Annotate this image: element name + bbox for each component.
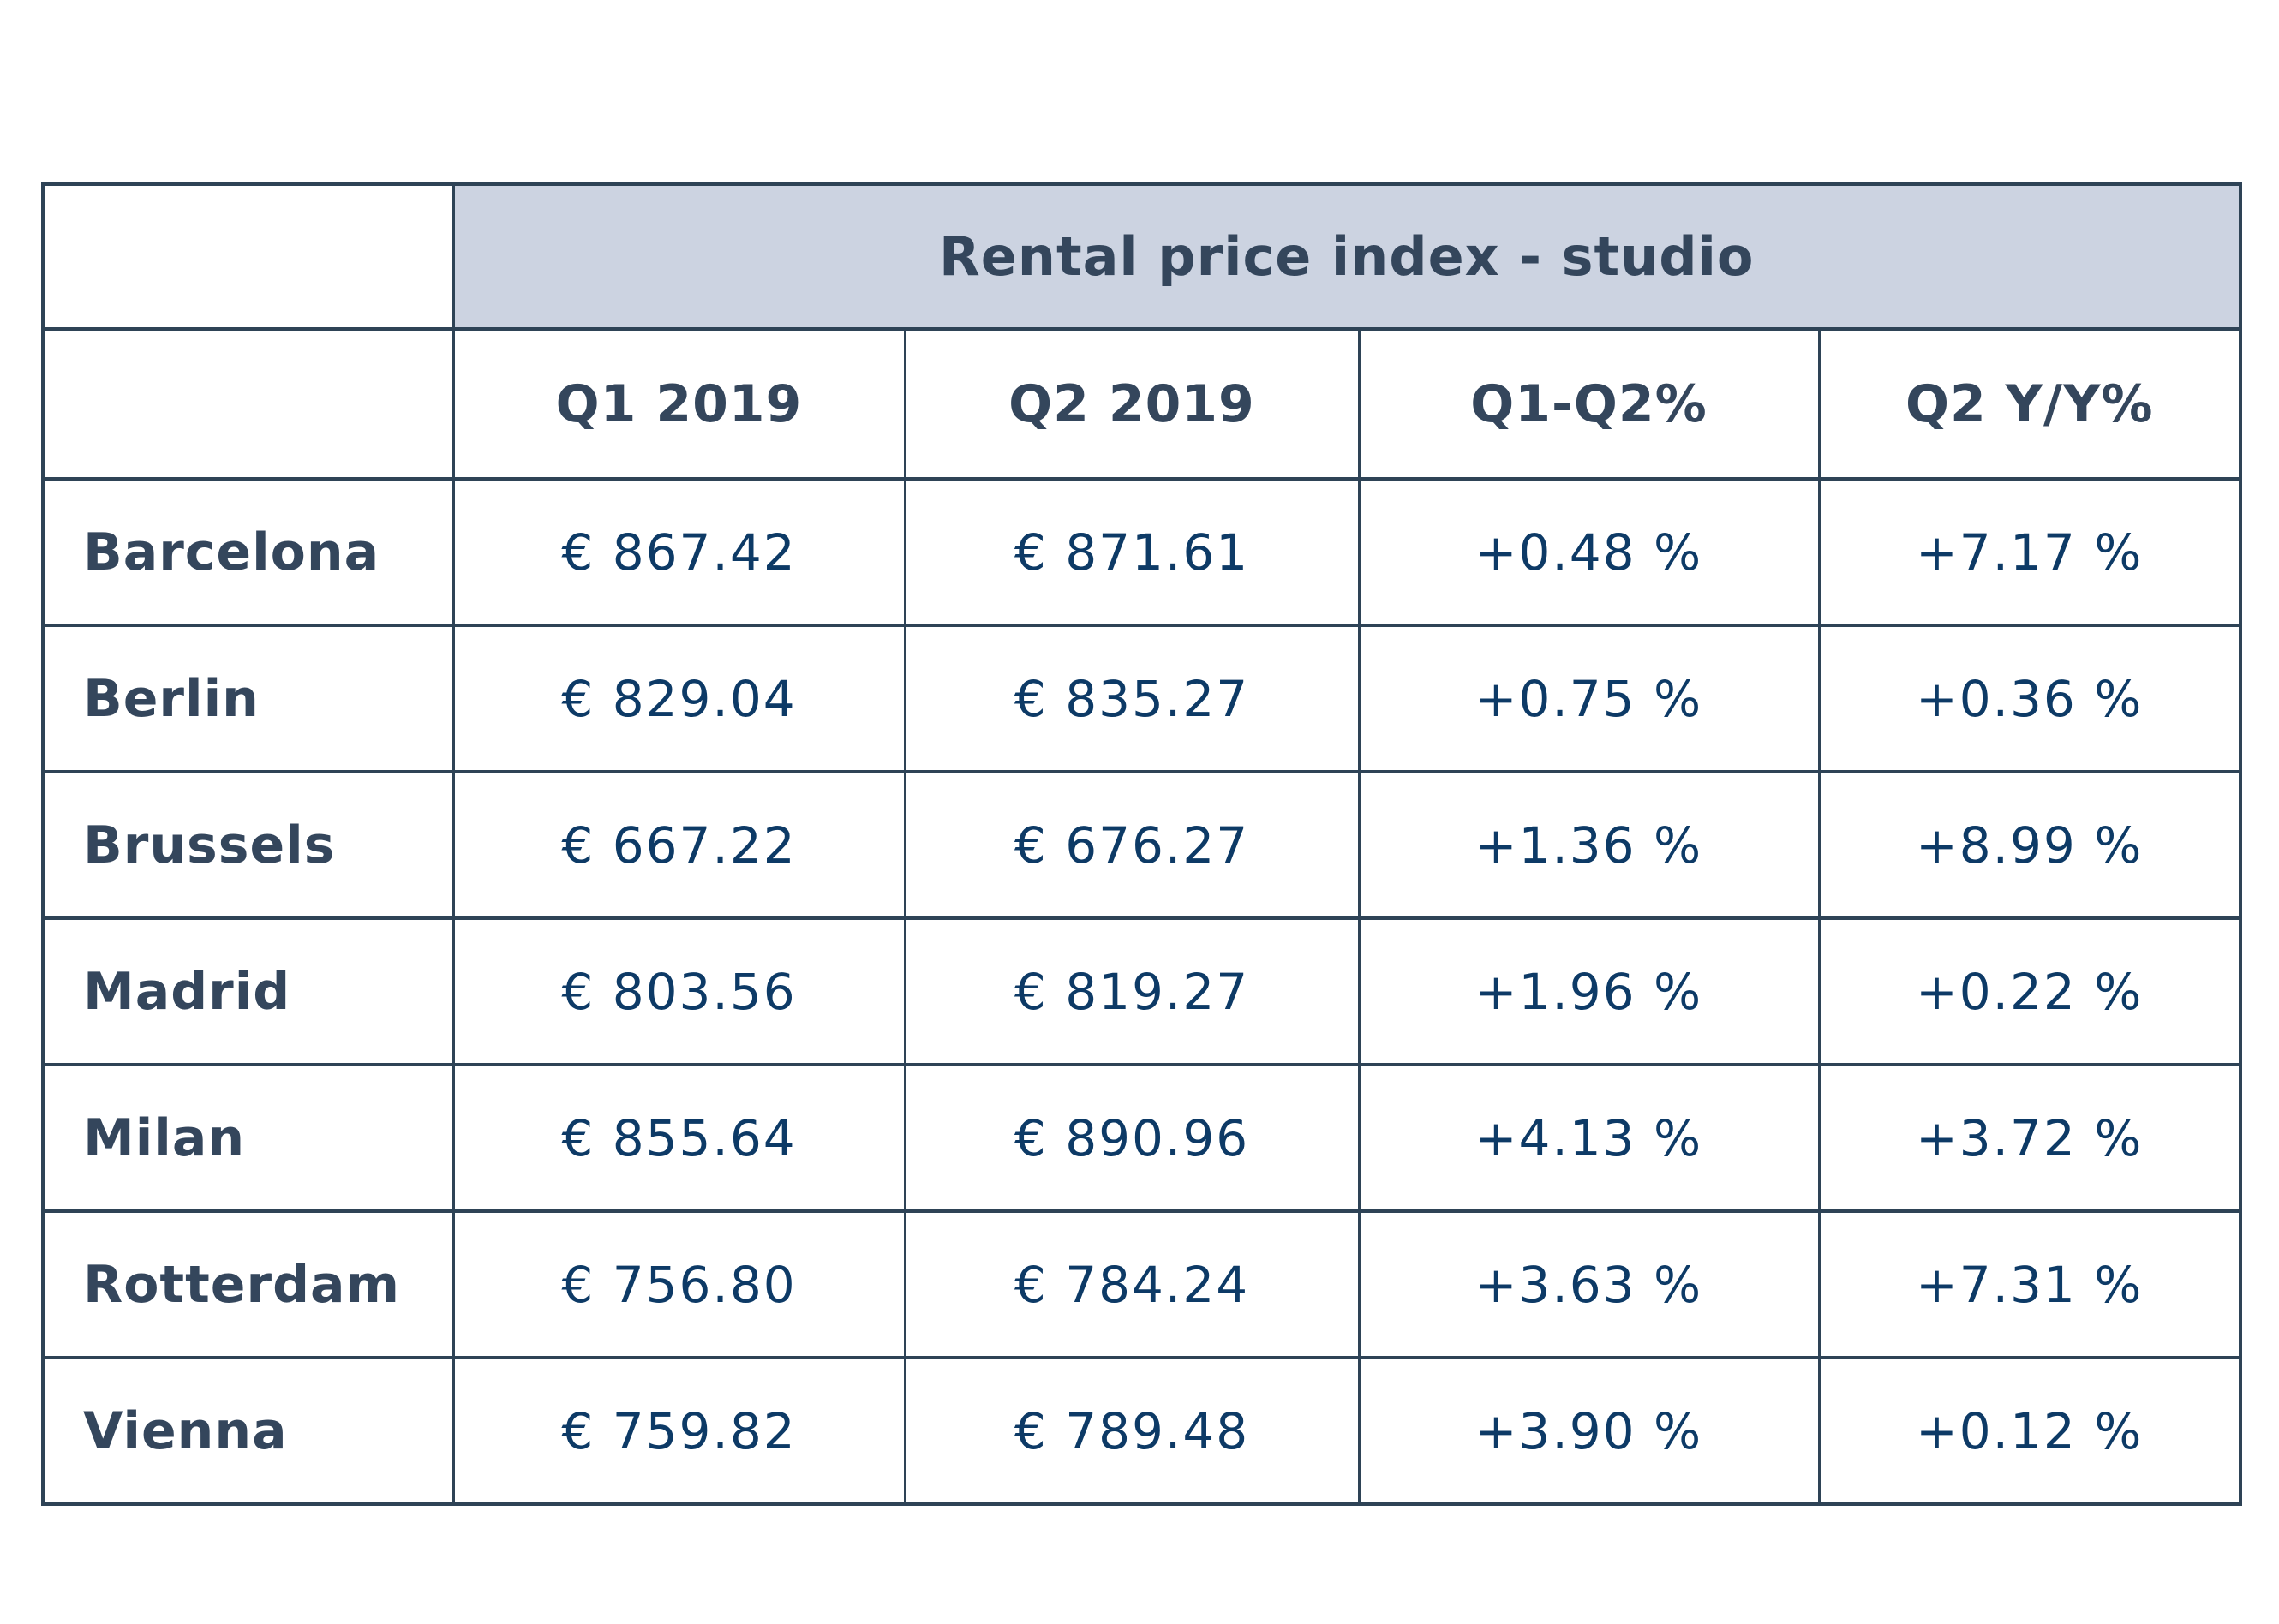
pct-cell-yoy: +7.31 % [1817, 1209, 2242, 1359]
value-cell-q2: € 676.27 [903, 770, 1361, 920]
city-cell: Brussels [41, 770, 455, 920]
table-row-madrid: Madrid € 803.56 € 819.27 +1.96 % +0.22 % [41, 916, 2242, 1066]
city-cell: Rotterdam [41, 1209, 455, 1359]
value-cell-q2: € 819.27 [903, 916, 1361, 1066]
value-cell-q2: € 871.61 [903, 477, 1361, 627]
pct-cell-q1-q2: +0.48 % [1357, 477, 1821, 627]
column-header-q1-q2-pct: Q1-Q2% [1357, 327, 1821, 481]
corner-cell [41, 182, 455, 331]
city-cell: Berlin [41, 624, 455, 773]
pct-cell-q1-q2: +3.63 % [1357, 1209, 1821, 1359]
value-cell-q1: € 855.64 [452, 1063, 906, 1213]
value-cell-q1: € 829.04 [452, 624, 906, 773]
column-header-q1-2019: Q1 2019 [452, 327, 906, 481]
value-cell-q2: € 789.48 [903, 1356, 1361, 1506]
value-cell-q2: € 835.27 [903, 624, 1361, 773]
pct-cell-yoy: +8.99 % [1817, 770, 2242, 920]
value-cell-q1: € 803.56 [452, 916, 906, 1066]
pct-cell-yoy: +0.22 % [1817, 916, 2242, 1066]
city-cell: Madrid [41, 916, 455, 1066]
pct-cell-q1-q2: +3.90 % [1357, 1356, 1821, 1506]
pct-cell-q1-q2: +4.13 % [1357, 1063, 1821, 1213]
row-header-cell [41, 327, 455, 481]
pct-cell-yoy: +0.12 % [1817, 1356, 2242, 1506]
table-title: Rental price index - studio [452, 182, 2242, 331]
table-row-milan: Milan € 855.64 € 890.96 +4.13 % +3.72 % [41, 1063, 2242, 1213]
table-row-barcelona: Barcelona € 867.42 € 871.61 +0.48 % +7.1… [41, 477, 2242, 627]
value-cell-q1: € 867.42 [452, 477, 906, 627]
rental-price-table: Rental price index - studio Q1 2019 Q2 2… [41, 182, 2242, 1506]
table-row-brussels: Brussels € 667.22 € 676.27 +1.36 % +8.99… [41, 770, 2242, 920]
city-cell: Barcelona [41, 477, 455, 627]
table-row-berlin: Berlin € 829.04 € 835.27 +0.75 % +0.36 % [41, 624, 2242, 773]
table-row-vienna: Vienna € 759.82 € 789.48 +3.90 % +0.12 % [41, 1356, 2242, 1506]
table-row-rotterdam: Rotterdam € 756.80 € 784.24 +3.63 % +7.3… [41, 1209, 2242, 1359]
value-cell-q1: € 756.80 [452, 1209, 906, 1359]
city-cell: Milan [41, 1063, 455, 1213]
column-header-q2-yoy-pct: Q2 Y/Y% [1817, 327, 2242, 481]
pct-cell-yoy: +3.72 % [1817, 1063, 2242, 1213]
value-cell-q1: € 667.22 [452, 770, 906, 920]
pct-cell-yoy: +0.36 % [1817, 624, 2242, 773]
pct-cell-q1-q2: +1.96 % [1357, 916, 1821, 1066]
city-cell: Vienna [41, 1356, 455, 1506]
value-cell-q2: € 890.96 [903, 1063, 1361, 1213]
value-cell-q2: € 784.24 [903, 1209, 1361, 1359]
pct-cell-q1-q2: +1.36 % [1357, 770, 1821, 920]
column-header-q2-2019: Q2 2019 [903, 327, 1361, 481]
pct-cell-yoy: +7.17 % [1817, 477, 2242, 627]
pct-cell-q1-q2: +0.75 % [1357, 624, 1821, 773]
value-cell-q1: € 759.82 [452, 1356, 906, 1506]
